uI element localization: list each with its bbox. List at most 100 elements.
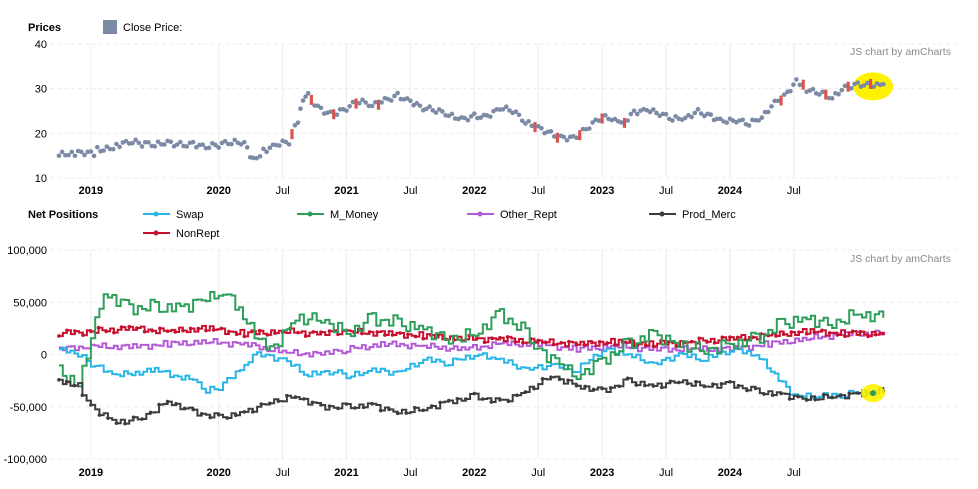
price-point xyxy=(663,111,669,117)
series-point-nonrept xyxy=(827,331,832,335)
prices-y-tick-label: 10 xyxy=(35,173,47,185)
series-point-nonrept xyxy=(843,334,847,339)
series-point-nonrept xyxy=(204,328,208,333)
series-point-nonrept xyxy=(112,330,116,335)
positions-y-axis: 100,000 50,000 0 -50,000 -100,000 xyxy=(4,245,47,466)
price-point xyxy=(244,145,250,150)
price-point xyxy=(753,117,758,123)
price-point xyxy=(603,113,608,118)
price-point xyxy=(110,146,116,152)
price-point xyxy=(718,116,723,122)
series-point-nonrept xyxy=(789,330,794,334)
series-point-nonrept xyxy=(390,333,395,337)
series-point-prod-merc xyxy=(174,402,178,406)
price-point xyxy=(881,81,886,87)
price-candle xyxy=(290,129,294,140)
series-point-prod-merc xyxy=(199,411,204,416)
price-point xyxy=(146,139,151,145)
price-point xyxy=(765,109,771,115)
series-point-prod-merc xyxy=(489,400,494,404)
price-point xyxy=(654,110,659,116)
series-point-prod-merc xyxy=(123,421,127,426)
series-point-nonrept xyxy=(319,330,323,334)
series-point-prod-merc xyxy=(583,384,587,389)
price-point xyxy=(114,141,119,147)
positions-plot-area[interactable] xyxy=(57,291,886,426)
series-point-nonrept xyxy=(536,338,541,343)
prices-y-tick-label: 40 xyxy=(35,39,47,51)
series-point-nonrept xyxy=(820,328,824,333)
price-point xyxy=(775,98,781,104)
series-point-nonrept xyxy=(165,329,170,333)
price-point xyxy=(216,145,222,150)
price-point xyxy=(682,115,688,121)
legend-item-nonrept[interactable]: NonRept xyxy=(143,228,219,240)
series-point-prod-merc xyxy=(668,379,673,384)
price-point xyxy=(178,139,183,145)
series-point-prod-merc xyxy=(787,397,792,401)
price-point xyxy=(395,90,400,96)
series-point-prod-merc xyxy=(566,378,570,383)
price-point xyxy=(590,120,595,125)
legend-item-prod-merc[interactable]: Prod_Merc xyxy=(649,209,736,221)
prices-x-tick-label: Jul xyxy=(276,185,290,197)
series-point-nonrept xyxy=(265,333,270,337)
price-point xyxy=(440,109,445,114)
price-point xyxy=(366,103,372,109)
series-point-nonrept xyxy=(735,335,740,340)
price-point xyxy=(650,107,656,112)
series-point-nonrept xyxy=(866,334,870,339)
series-point-prod-merc xyxy=(591,387,596,392)
price-point xyxy=(820,89,825,95)
price-point xyxy=(759,115,765,120)
price-point xyxy=(238,142,244,147)
series-point-prod-merc xyxy=(804,398,809,402)
series-point-prod-merc xyxy=(319,403,323,407)
price-point xyxy=(698,111,704,116)
price-point xyxy=(794,77,799,82)
price-candle xyxy=(779,95,783,106)
price-point xyxy=(702,113,707,119)
price-point xyxy=(529,123,535,129)
price-point xyxy=(328,109,333,115)
price-point xyxy=(232,137,237,143)
legend-item-other-rept[interactable]: Other_Rept xyxy=(467,209,557,221)
price-point xyxy=(305,90,311,96)
price-point xyxy=(855,80,861,85)
legend-item-swap[interactable]: Swap xyxy=(143,209,204,221)
series-point-prod-merc xyxy=(370,401,374,406)
series-point-prod-merc xyxy=(353,406,357,410)
price-point xyxy=(791,82,796,87)
series-point-nonrept xyxy=(881,331,886,336)
price-point xyxy=(344,108,349,113)
price-point xyxy=(162,142,167,147)
series-point-nonrept xyxy=(421,336,426,341)
series-point-nonrept xyxy=(850,329,855,334)
price-point xyxy=(94,144,100,150)
series-point-prod-merc xyxy=(600,386,604,391)
prices-x-tick-label: Jul xyxy=(659,185,673,197)
series-point-prod-merc xyxy=(523,390,528,394)
series-point-prod-merc xyxy=(336,406,340,411)
price-point xyxy=(670,118,675,123)
price-point xyxy=(817,92,822,97)
series-point-nonrept xyxy=(142,329,147,334)
positions-x-tick-label: Jul xyxy=(787,467,801,479)
price-candle xyxy=(801,79,805,90)
price-point xyxy=(142,140,148,145)
series-point-prod-merc xyxy=(259,402,264,406)
price-point xyxy=(79,149,84,155)
price-candle xyxy=(600,113,604,124)
price-point xyxy=(596,118,602,124)
prices-plot-area[interactable] xyxy=(56,77,886,161)
series-point-nonrept xyxy=(858,329,863,334)
series-point-prod-merc xyxy=(361,405,366,410)
legend-item-m-money[interactable]: M_Money xyxy=(297,209,379,221)
series-point-prod-merc xyxy=(114,421,119,425)
price-point xyxy=(155,139,161,144)
series-point-prod-merc xyxy=(642,383,647,388)
price-candle xyxy=(868,78,873,89)
prices-legend[interactable]: Prices Close Price: xyxy=(28,20,182,34)
series-point-nonrept xyxy=(582,343,587,347)
price-point xyxy=(295,120,301,125)
